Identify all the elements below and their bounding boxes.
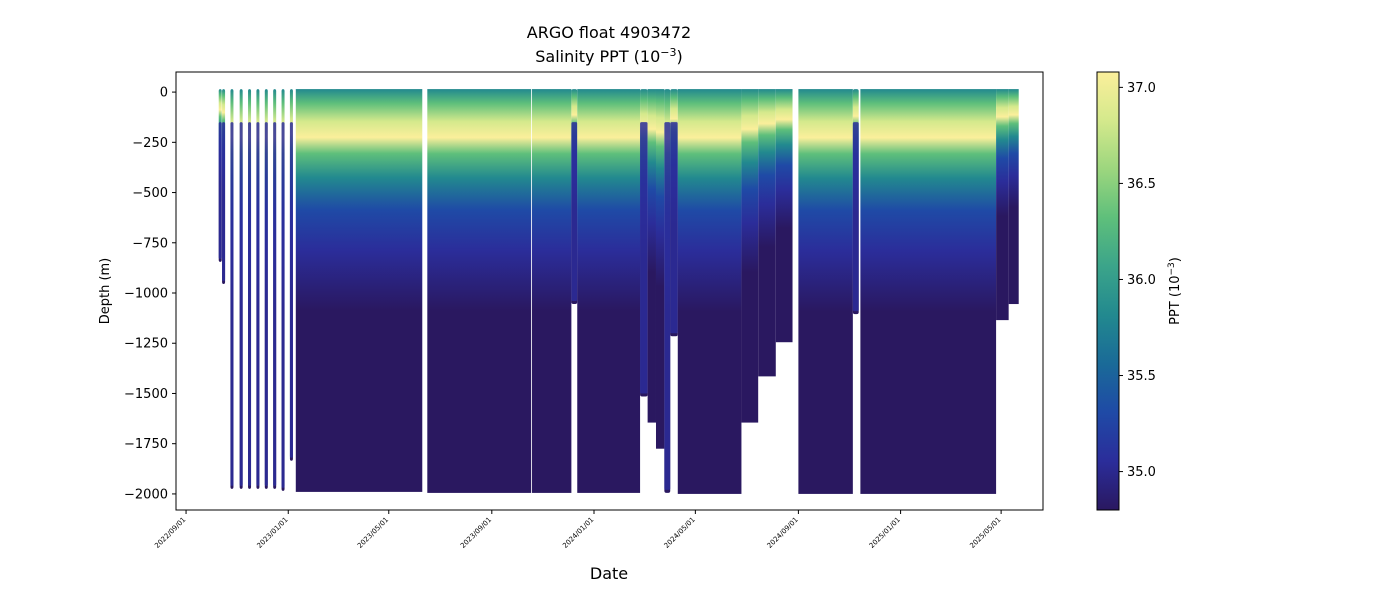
profile-column-deep <box>230 122 234 486</box>
x-tick-label: 2022/09/01 <box>153 516 187 550</box>
profile-column-deep <box>670 122 678 334</box>
profile-column-deep <box>218 122 222 259</box>
profile-column <box>677 89 742 494</box>
profile-column-deep <box>571 122 578 302</box>
y-tick-label: −750 <box>132 236 168 251</box>
y-tick-label: −1250 <box>124 337 168 352</box>
colorbar-label: PPT (10−3) <box>1167 257 1183 325</box>
profile-column <box>996 89 1009 321</box>
profile-column-deep <box>256 122 260 486</box>
profile-column <box>427 89 532 493</box>
profile-column-deep <box>239 122 243 486</box>
y-tick-label: −250 <box>132 136 168 151</box>
colorbar <box>1096 71 1120 511</box>
y-tick-label: −500 <box>132 186 168 201</box>
x-tick-label: 2023/09/01 <box>459 516 493 550</box>
x-tick-label: 2023/05/01 <box>356 516 390 550</box>
x-tick-label: 2023/01/01 <box>255 516 289 550</box>
colorbar-tick-label: 36.0 <box>1127 273 1156 288</box>
x-axis-label: Date <box>590 564 628 583</box>
colorbar-tick-label: 36.5 <box>1127 177 1156 192</box>
profile-column-deep <box>222 122 226 281</box>
profile-column <box>758 89 776 377</box>
x-tick-label: 2024/09/01 <box>766 516 800 550</box>
chart-title-line1: ARGO float 4903472 <box>527 23 691 42</box>
profile-column <box>577 89 641 493</box>
profile-column-deep <box>248 122 252 486</box>
y-axis: 0 −250 −500 −750 −1000 −1250 −1500 −1750 −2000 <box>124 86 176 502</box>
y-axis-label: Depth (m) <box>98 258 113 325</box>
profile-column <box>655 89 665 449</box>
profile-column-deep <box>289 122 293 458</box>
x-axis: 2022/09/01 2023/01/01 2023/05/01 2023/09/01… <box>153 510 1003 550</box>
y-tick-label: −1500 <box>124 387 168 402</box>
y-tick-label: −1000 <box>124 287 168 302</box>
x-tick-label: 2025/01/01 <box>868 516 902 550</box>
profile-column <box>860 89 997 494</box>
colorbar-tick-label: 35.5 <box>1127 369 1156 384</box>
x-tick-label: 2024/01/01 <box>561 516 595 550</box>
colorbar-tick-label: 35.0 <box>1127 465 1156 480</box>
y-tick-label: −2000 <box>124 487 168 502</box>
x-tick-label: 2025/05/01 <box>968 516 1002 550</box>
colorbar-tick-label: 37.0 <box>1127 81 1156 96</box>
profile-columns <box>218 89 1019 494</box>
profile-column-deep <box>264 122 268 486</box>
profile-column <box>1008 89 1019 305</box>
profile-column <box>532 89 572 493</box>
colorbar-axis: 35.0 35.5 36.0 36.5 37.0 <box>1119 81 1156 480</box>
profile-column <box>798 89 853 494</box>
profile-column <box>775 89 793 343</box>
profile-column <box>741 89 759 423</box>
y-tick-label: 0 <box>160 86 168 101</box>
chart-title-line2: Salinity PPT (10−3) <box>535 46 683 66</box>
profile-column-deep <box>852 122 859 312</box>
profile-column <box>647 89 656 423</box>
profile-column-deep <box>640 122 648 394</box>
profile-column-deep <box>281 122 285 488</box>
profile-column <box>295 89 423 492</box>
y-tick-label: −1750 <box>124 437 168 452</box>
plot-frame <box>175 71 1044 511</box>
profile-column-deep <box>664 122 671 490</box>
x-tick-label: 2024/05/01 <box>663 516 697 550</box>
profile-column-deep <box>273 122 277 486</box>
